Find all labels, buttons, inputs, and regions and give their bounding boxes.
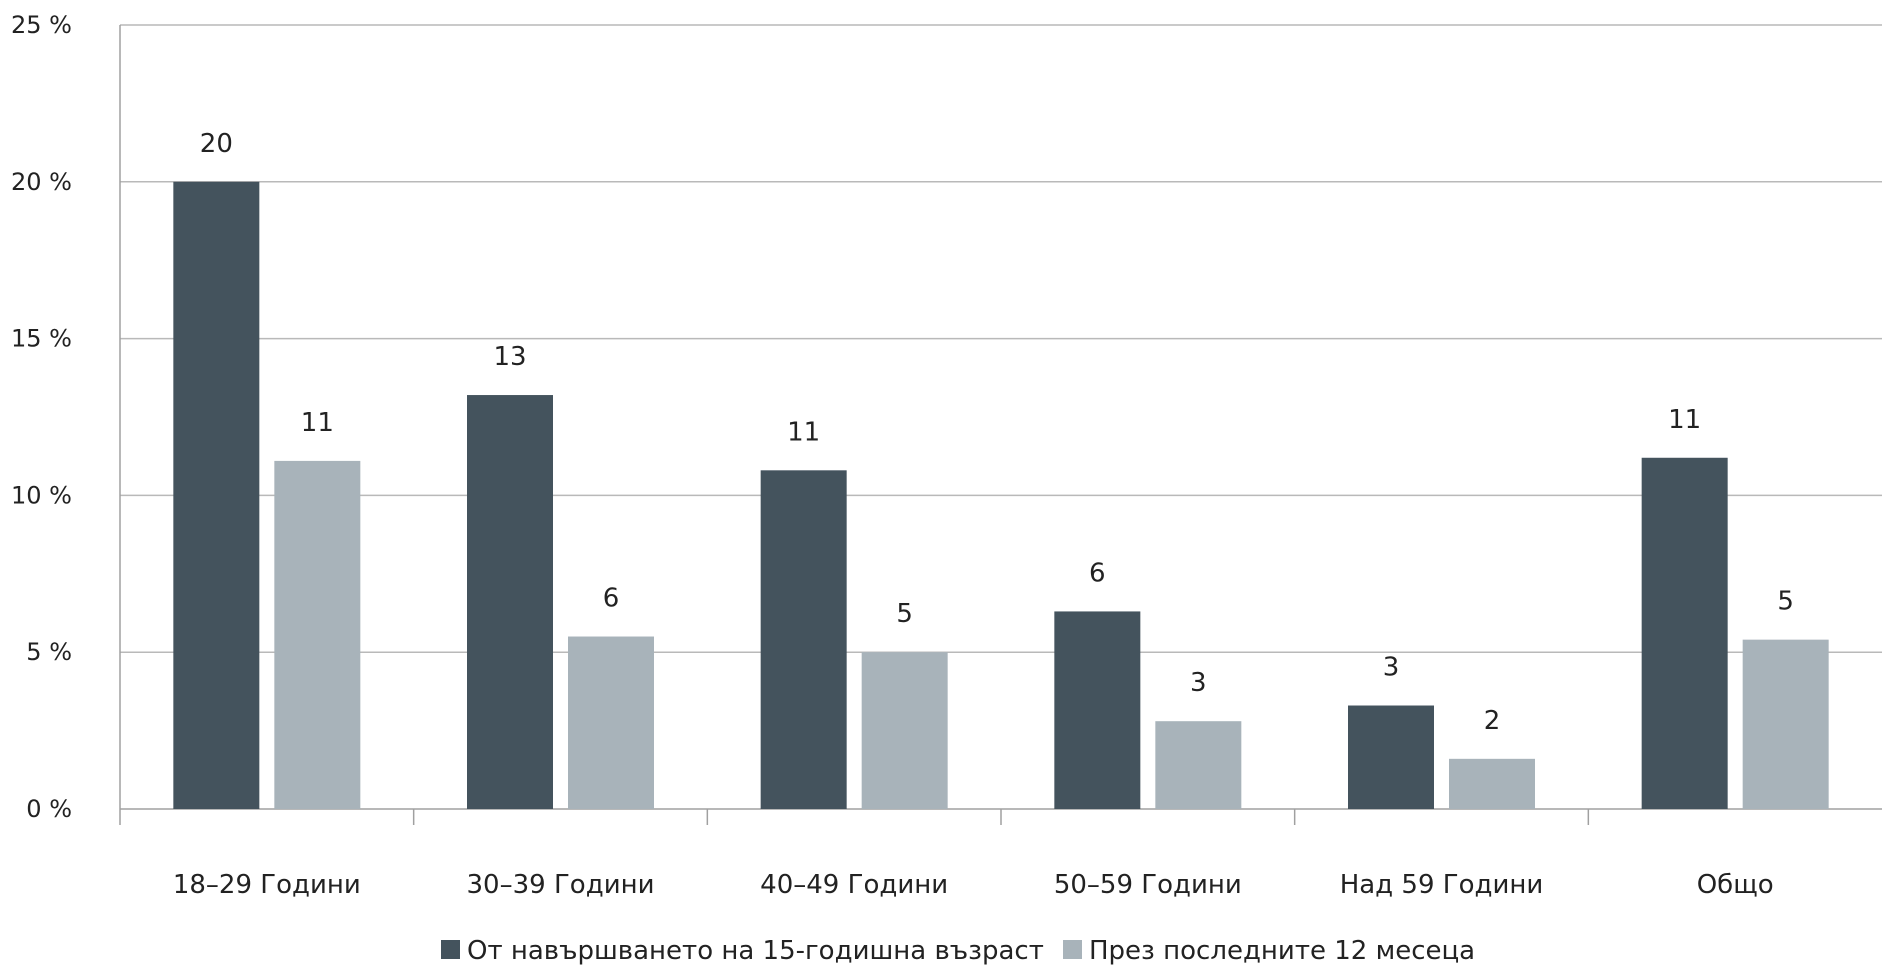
bar [1641, 457, 1728, 809]
data-label: 13 [493, 342, 526, 372]
x-category-label: 50–59 Години [1054, 870, 1242, 900]
data-label: 6 [1089, 558, 1106, 588]
data-label: 3 [1190, 668, 1207, 698]
y-tick-label: 10 % [11, 481, 72, 509]
bar [1449, 758, 1535, 809]
data-label: 2 [1484, 706, 1501, 736]
bar [568, 636, 654, 809]
data-label: 20 [200, 129, 233, 159]
x-category-label: 30–39 Години [467, 870, 655, 900]
legend-swatch [1063, 940, 1082, 959]
bar [467, 395, 553, 809]
legend-label: От навършването на 15-годишна възраст [467, 936, 1044, 966]
bar [274, 460, 361, 809]
bar [1742, 639, 1829, 809]
bar [1348, 705, 1434, 809]
x-category-label: 18–29 Години [173, 870, 361, 900]
x-category-label: Общо [1697, 870, 1774, 900]
y-tick-label: 25 % [11, 11, 72, 39]
bar [1054, 611, 1141, 809]
data-label: 3 [1383, 653, 1400, 683]
data-label: 11 [301, 408, 334, 438]
data-label: 11 [1668, 405, 1701, 435]
bar [1155, 721, 1242, 809]
data-label: 5 [1777, 587, 1794, 617]
y-tick-label: 15 % [11, 325, 72, 353]
legend-label: През последните 12 месеца [1089, 936, 1475, 966]
bar [861, 652, 948, 809]
y-tick-label: 5 % [26, 638, 72, 666]
y-tick-label: 0 % [26, 795, 72, 823]
data-label: 5 [896, 599, 913, 629]
legend-swatch [441, 940, 460, 959]
bar [760, 470, 847, 809]
data-label: 11 [787, 417, 820, 447]
bar [173, 181, 260, 810]
x-category-label: Над 59 Години [1340, 870, 1544, 900]
x-category-label: 40–49 Години [760, 870, 948, 900]
data-label: 6 [603, 584, 620, 614]
y-tick-label: 20 % [11, 168, 72, 196]
